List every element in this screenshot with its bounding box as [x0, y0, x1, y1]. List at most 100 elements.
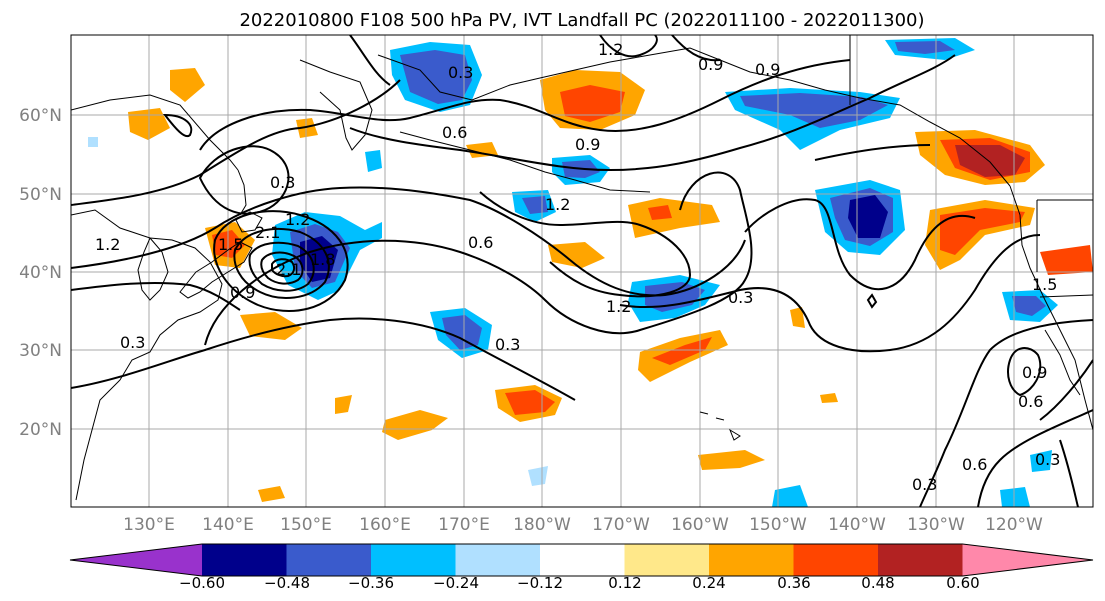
colorbar-segment: [455, 544, 541, 576]
contour-label: 0.6: [962, 455, 987, 474]
colorbar-segment: [70, 544, 202, 576]
colorbar-tick-label: −0.60: [179, 574, 225, 592]
positive-anomaly-region: [258, 486, 285, 502]
contour-label: 1.2: [95, 235, 120, 254]
contour-label: 0.9: [575, 135, 600, 154]
colorbar-tick-label: −0.24: [433, 574, 479, 592]
contour-line: [866, 293, 878, 309]
contour-line: [599, 35, 658, 58]
contour-line: [1059, 439, 1079, 507]
contour-labels: 0.3 0.3 0.3 0.3 0.3 0.3 0.6 0.6 0.6 0.6 …: [95, 40, 1060, 494]
contour-label: 1.5: [1032, 275, 1057, 294]
negative-anomaly-region: [88, 137, 98, 147]
negative-anomaly-peak: [848, 195, 888, 238]
negative-anomaly-region: [1030, 450, 1052, 472]
border-line: [849, 35, 1093, 298]
contour-label: 0.6: [1018, 392, 1043, 411]
contour-label: 0.9: [1022, 363, 1047, 382]
lon-label: 140°E: [202, 515, 254, 535]
negative-anomaly-core: [442, 315, 482, 350]
contour-label: 1.2: [598, 40, 623, 59]
colorbar-segment: [709, 544, 794, 576]
hawaii-islands: [699, 411, 741, 441]
colorbar-tick-label: −0.12: [517, 574, 563, 592]
colorbar-tick-label: 0.60: [946, 574, 979, 592]
sakhalin-coastline: [237, 169, 247, 216]
colorbar-segment: [540, 544, 625, 576]
lat-label: 60°N: [19, 106, 62, 126]
colorbar-segment: [962, 544, 1093, 576]
coastlines: [71, 35, 1093, 501]
contour-line: [919, 319, 1093, 507]
colorbar-tick-label: 0.24: [692, 574, 725, 592]
graticule: [71, 35, 1093, 507]
contour-label: 0.3: [270, 173, 295, 192]
positive-anomaly-region: [240, 312, 302, 340]
colorbar-outline: [69, 543, 1094, 577]
contour-line: [349, 54, 956, 172]
contour-label: 0.6: [468, 233, 493, 252]
negative-anomaly-region: [1000, 487, 1030, 507]
contour-label: 1.5: [218, 235, 243, 254]
contour-label: 0.3: [495, 335, 520, 354]
aleutian-islands: [399, 131, 651, 193]
colorbar-segments: [69, 543, 1094, 577]
contour-label: 1.8: [310, 250, 335, 269]
positive-anomaly-core: [648, 205, 672, 220]
contour-line: [71, 281, 241, 311]
map-panel: 0.3 0.3 0.3 0.3 0.3 0.3 0.6 0.6 0.6 0.6 …: [70, 34, 1094, 508]
lon-label: 160°W: [671, 515, 729, 535]
negative-anomaly-core: [400, 50, 472, 104]
contour-label: 0.3: [448, 63, 473, 82]
lon-label: 150°E: [280, 515, 332, 535]
colorbar-segment: [793, 544, 879, 576]
positive-anomaly-region: [296, 118, 318, 138]
contour-label: 1.2: [545, 195, 570, 214]
latitude-labels: 60°N 50°N 40°N 30°N 20°N: [19, 106, 62, 440]
positive-anomaly-core: [652, 337, 712, 365]
lat-label: 30°N: [19, 341, 62, 361]
lat-label: 20°N: [19, 420, 62, 440]
lon-label: 170°W: [592, 515, 650, 535]
colorbar-segment: [878, 544, 963, 576]
contour-line: [213, 210, 349, 312]
contour-line: [1039, 359, 1093, 421]
contour-label: 0.9: [230, 283, 255, 302]
contour-label: 0.3: [1035, 450, 1060, 469]
positive-anomaly-region: [335, 395, 352, 414]
contour-line: [1007, 347, 1042, 397]
negative-anomaly-region: [365, 150, 382, 172]
contour-line: [199, 59, 851, 151]
colorbar-segment: [286, 544, 372, 576]
colorbar-tick-label: 0.36: [777, 574, 810, 592]
lon-label: 160°E: [359, 515, 411, 535]
negative-anomaly-region: [528, 466, 548, 486]
contour-line: [162, 113, 193, 138]
colorbar-segment: [371, 544, 456, 576]
contour-label: 0.3: [120, 333, 145, 352]
siberia-coastline: [71, 94, 239, 171]
contour-label: 0.9: [755, 60, 780, 79]
alaska-coastline: [377, 47, 1011, 187]
lon-label: 130°W: [907, 515, 965, 535]
positive-anomaly-region: [548, 242, 605, 268]
contour-line: [271, 258, 296, 278]
lon-label: 180°W: [513, 515, 571, 535]
lat-label: 40°N: [19, 263, 62, 283]
negative-anomaly-core: [895, 41, 955, 54]
positive-anomaly-region: [382, 410, 448, 440]
contour-label: 2.1: [255, 223, 280, 242]
pv-contours: [71, 35, 1093, 507]
negative-anomaly-region: [772, 485, 808, 507]
colorbar-tick-label: 0.48: [861, 574, 894, 592]
positive-anomaly-region: [698, 450, 765, 470]
contour-line: [71, 317, 576, 401]
contour-line: [198, 145, 290, 215]
contour-line: [349, 35, 391, 86]
contour-line: [671, 35, 721, 62]
lon-label: 140°W: [828, 515, 886, 535]
contour-label: 1.2: [285, 210, 310, 229]
korea-coastline: [137, 237, 169, 301]
positive-anomaly-region: [790, 307, 805, 328]
